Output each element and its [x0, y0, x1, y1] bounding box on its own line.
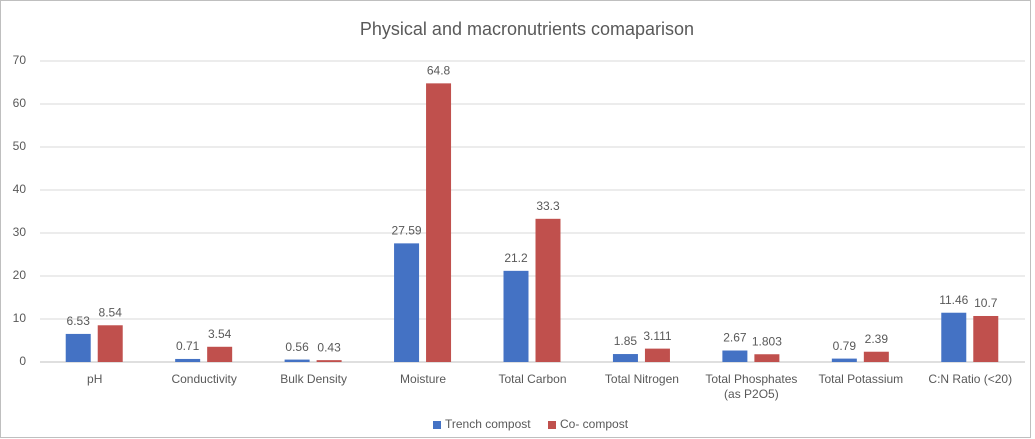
y-tick-label: 60: [13, 96, 27, 110]
bar: [394, 243, 420, 362]
y-tick-label: 0: [19, 354, 26, 368]
y-tick-label: 20: [13, 268, 27, 282]
data-label: 10.7: [974, 296, 998, 310]
x-tick-label: Conductivity: [171, 372, 237, 386]
data-label: 3.111: [643, 329, 672, 343]
bar: [535, 218, 561, 362]
x-tick-label: Total Nitrogen: [604, 372, 679, 386]
y-tick-label: 50: [13, 139, 27, 153]
data-label: 6.53: [67, 314, 91, 328]
data-label: 21.2: [504, 251, 528, 265]
legend-label: Co- compost: [560, 417, 629, 431]
bar: [503, 270, 529, 362]
data-label: 1.85: [614, 334, 638, 348]
bar: [65, 333, 91, 362]
x-tick-label: Total Phosphates (as P2O5): [705, 372, 798, 401]
data-label: 0.43: [317, 340, 341, 354]
bar: [863, 351, 889, 362]
bar: [97, 325, 123, 362]
data-label: 64.8: [427, 64, 451, 78]
bar: [831, 358, 857, 362]
data-label: 8.54: [99, 305, 123, 319]
x-tick-label: Total Potassium: [818, 372, 904, 386]
x-tick-label: pH: [87, 372, 103, 386]
bar: [207, 346, 233, 362]
y-tick-label: 70: [13, 53, 27, 67]
y-tick-label: 40: [13, 182, 27, 196]
bar: [316, 360, 342, 362]
legend-swatch: [548, 421, 556, 429]
y-tick-label: 30: [13, 225, 27, 239]
data-label: 33.3: [536, 199, 560, 213]
bar: [175, 358, 201, 362]
data-label: 0.56: [285, 340, 309, 354]
data-label: 1.803: [752, 334, 782, 348]
x-tick-label: Moisture: [400, 372, 447, 386]
data-label: 0.79: [833, 339, 857, 353]
bar: [973, 315, 999, 362]
data-label: 2.39: [865, 332, 889, 346]
bar: [426, 83, 452, 363]
bar: [722, 350, 748, 362]
data-label: 2.67: [723, 331, 747, 345]
data-label: 11.46: [939, 293, 968, 307]
bar: [284, 359, 310, 362]
bar: [644, 348, 670, 362]
data-label: 0.71: [176, 339, 200, 353]
x-tick-label: Bulk Density: [280, 372, 347, 386]
bar: [612, 354, 638, 362]
x-tick-label: Total Carbon: [498, 372, 567, 386]
data-label: 27.59: [392, 224, 422, 238]
chart-title: Physical and macronutrients comaparison: [360, 19, 694, 39]
legend-label: Trench compost: [445, 417, 531, 431]
legend-swatch: [433, 421, 441, 429]
bar: [754, 354, 780, 362]
bar: [941, 312, 967, 362]
x-tick-label: C:N Ratio (<20): [928, 372, 1013, 386]
data-label: 3.54: [208, 327, 232, 341]
y-tick-label: 10: [13, 311, 27, 325]
